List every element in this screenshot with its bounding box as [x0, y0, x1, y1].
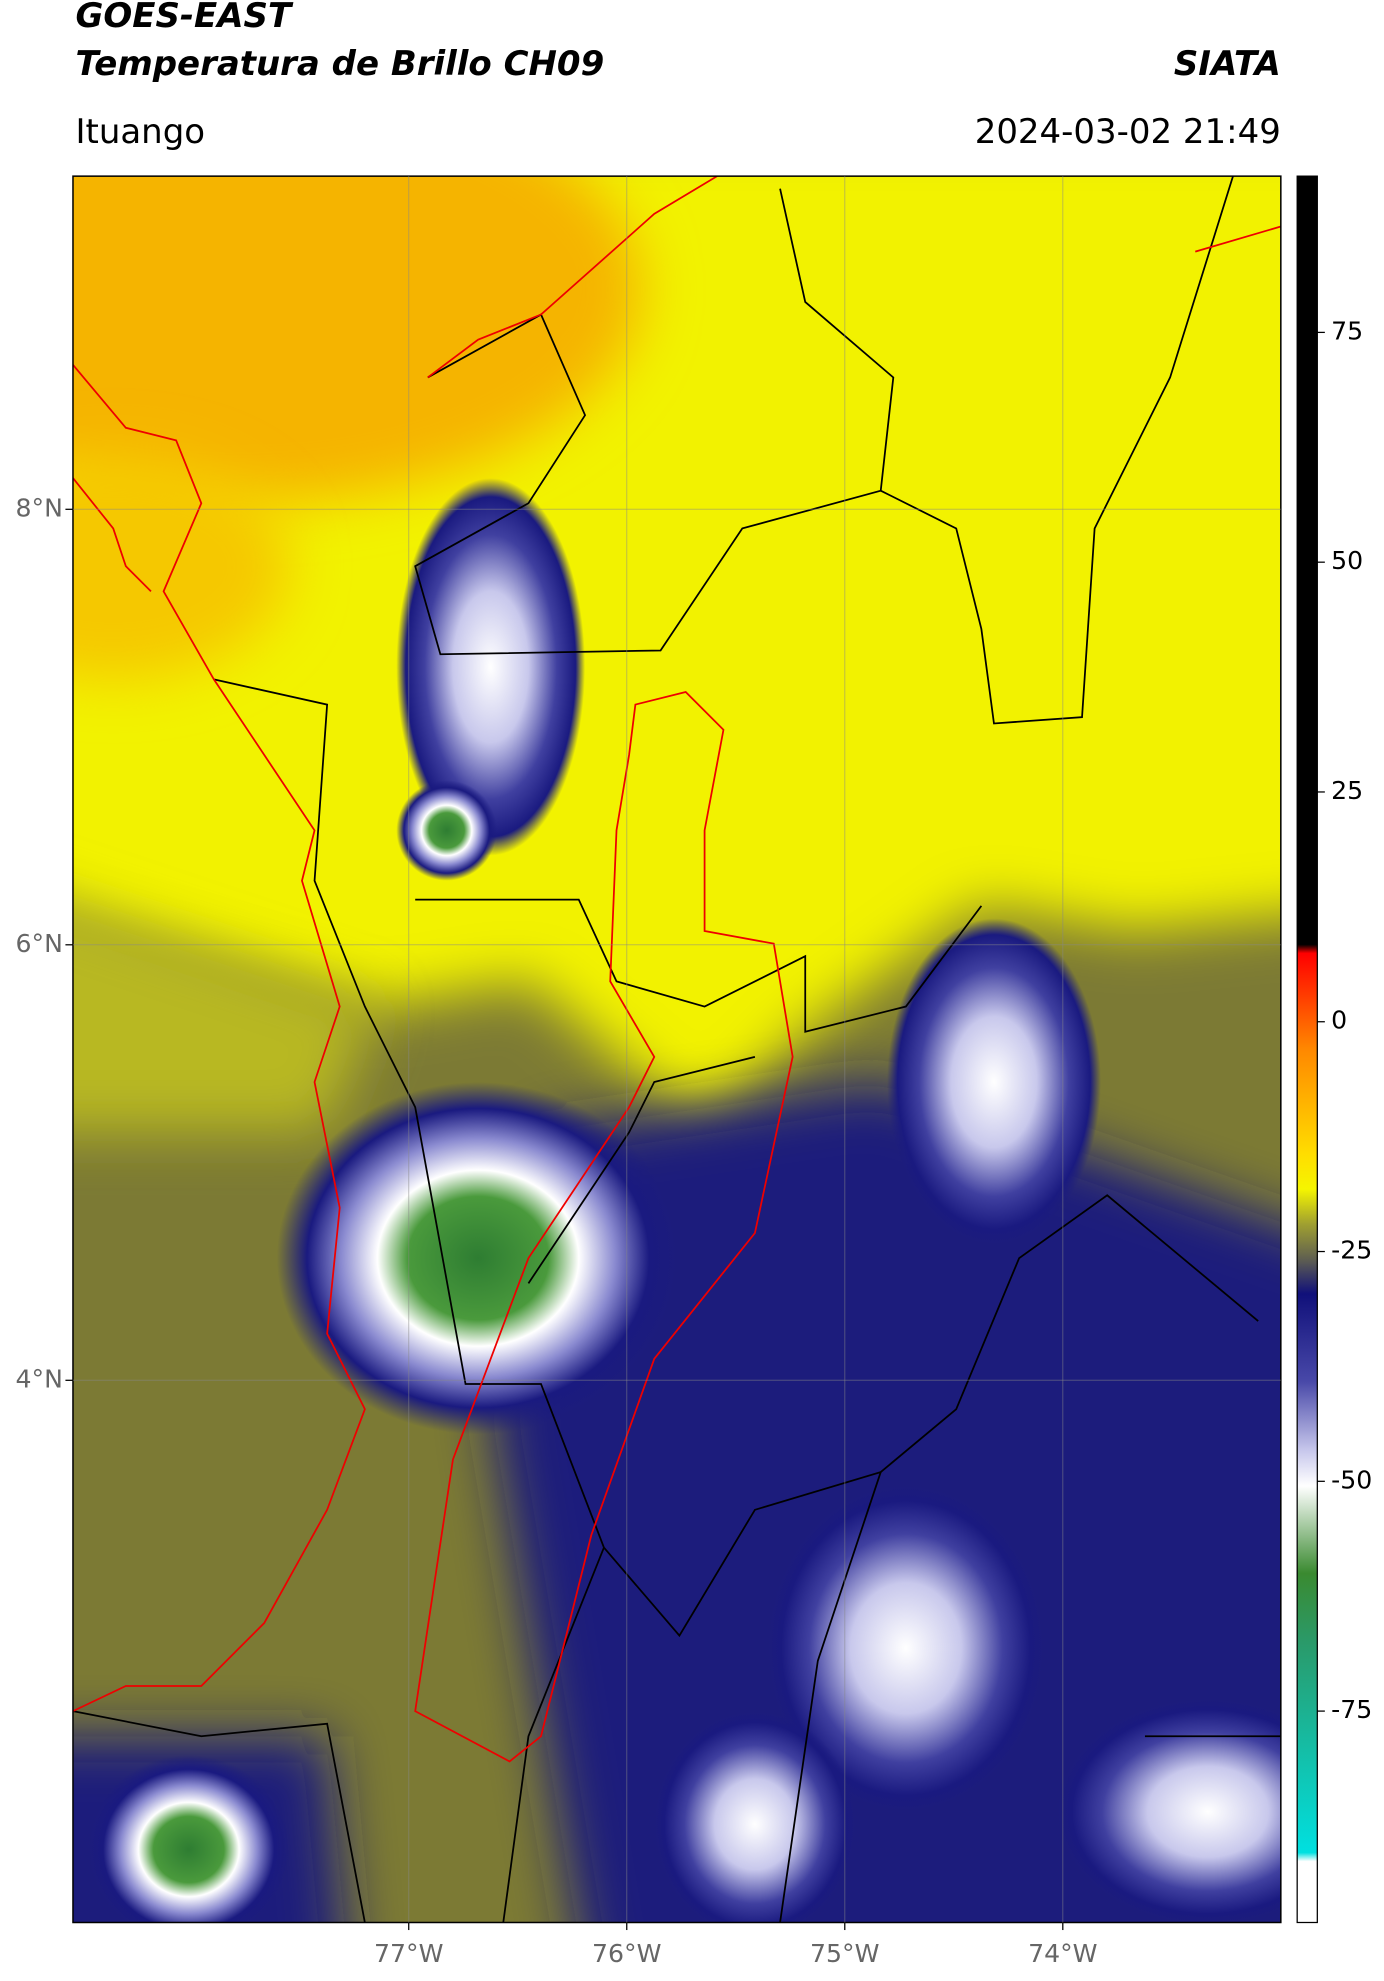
agency: SIATA: [1174, 44, 1281, 84]
map-frame: [72, 175, 1282, 1924]
timestamp: 2024-03-02 21:49: [975, 112, 1281, 152]
colorbar-tick-label: -25: [1331, 1236, 1372, 1265]
location: Ituango: [75, 112, 205, 152]
lon-tick-label: 74°W: [1028, 1939, 1098, 1968]
colorbar-tick-label: 75: [1331, 316, 1363, 345]
lon-tick-label: 75°W: [810, 1939, 880, 1968]
colorbar-tick-label: -75: [1331, 1695, 1372, 1724]
lon-tick-label: 77°W: [374, 1939, 444, 1968]
colorbar-tick-label: 25: [1331, 776, 1363, 805]
colorbar-tick-label: 0: [1331, 1006, 1347, 1035]
colorbar: [1296, 175, 1318, 1924]
colorbar-tick-label: -50: [1331, 1465, 1372, 1494]
satellite: GOES-EAST: [75, 0, 293, 36]
satellite-image: [72, 176, 1281, 1923]
lat-tick-label: 8°N: [16, 493, 63, 522]
product: Temperatura de Brillo CH09: [75, 44, 604, 84]
lat-tick-label: 6°N: [16, 929, 63, 958]
lat-tick-label: 4°N: [16, 1364, 63, 1393]
lon-tick-label: 76°W: [592, 1939, 662, 1968]
colorbar-tick-label: 50: [1331, 546, 1363, 575]
